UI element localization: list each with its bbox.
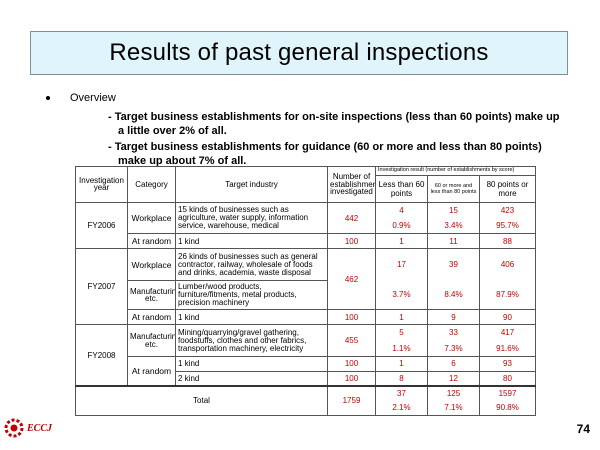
fy2006-year: FY2006	[75, 201, 128, 250]
fy2008-mf-mid: 33	[427, 324, 480, 341]
total-lt60-pct: 2.1%	[375, 400, 428, 416]
fy2006-workplace-desc: 15 kinds of businesses such as agricultu…	[175, 201, 328, 235]
fy2008-mf-mid-pct: 7.3%	[427, 340, 480, 357]
fy2006-workplace: Workplace	[127, 201, 176, 235]
total-mid-pct: 7.1%	[427, 400, 480, 416]
fy2006-random-count: 100	[327, 233, 376, 250]
point-onsite-line2: a little over 2% of all.	[118, 125, 227, 137]
fy2006-wp-lt60-pct: 0.9%	[375, 218, 428, 235]
fy2008-random1-desc: 1 kind	[175, 355, 328, 372]
eccj-logo: ECCJ	[4, 418, 52, 438]
fy2007-random-desc: 1 kind	[175, 309, 328, 326]
total-label: Total	[75, 384, 328, 416]
fy2008-random2-desc: 2 kind	[175, 370, 328, 387]
fy2007-mid: 39	[427, 248, 480, 281]
point-guidance-line1: - Target business establishments for gui…	[108, 141, 542, 153]
fy2007-random-ge80: 90	[478, 309, 537, 326]
header-count: Number of establishments investigated	[327, 166, 376, 203]
fy2006-random-mid: 11	[427, 233, 480, 250]
point-onsite: - Target business establishments for on-…	[108, 110, 593, 138]
overview-bullet: Overview	[46, 92, 116, 104]
fy2006-wp-mid: 15	[427, 201, 480, 219]
fy2007-workplace: Workplace	[127, 248, 176, 281]
total-mid: 125	[427, 384, 480, 401]
fy2008-random1-count: 100	[327, 355, 376, 372]
fy2006-workplace-count: 442	[327, 201, 376, 235]
fy2008-random1-lt60: 1	[375, 355, 428, 372]
fy2007-random-lt60: 1	[375, 309, 428, 326]
fy2008-manufacturing-count: 455	[327, 324, 376, 357]
fy2006-random: At random	[127, 233, 176, 250]
fy2007-count: 462	[327, 248, 376, 311]
total-count: 1759	[327, 384, 376, 416]
fy2008-mf-lt60-pct: 1.1%	[375, 340, 428, 357]
fy2007-lt60: 17	[375, 248, 428, 281]
header-result: Investigation result (number of establis…	[374, 165, 537, 177]
fy2007-random-mid: 9	[427, 309, 480, 326]
fy2007-random-count: 100	[327, 309, 376, 326]
fy2007-mid-pct: 8.4%	[427, 280, 480, 311]
fy2006-wp-mid-pct: 3.4%	[427, 218, 480, 235]
bullet-dot-icon	[46, 96, 50, 101]
fy2007-manufacturing: Manufacturing, etc.	[127, 279, 176, 311]
fy2007-random: At random	[127, 309, 176, 326]
header-category: Category	[127, 166, 176, 203]
fy2006-wp-ge80-pct: 95.7%	[478, 218, 537, 235]
logo-text: ECCJ	[27, 422, 53, 434]
header-year: Investigation year	[75, 166, 128, 203]
fy2007-ge80-pct: 87.9%	[478, 280, 537, 311]
page-number: 74	[576, 422, 590, 436]
fy2006-wp-ge80: 423	[478, 201, 537, 219]
total-ge80: 1597	[478, 384, 537, 401]
fy2008-manufacturing-desc: Mining/quarrying/gravel gathering, foods…	[175, 324, 328, 357]
point-onsite-line1: - Target business establishments for on-…	[108, 111, 560, 123]
fy2008-random2-ge80: 80	[478, 370, 537, 387]
fy2006-random-lt60: 1	[375, 233, 428, 250]
point-guidance: - Target business establishments for gui…	[108, 140, 593, 168]
fy2008-random1-ge80: 93	[478, 355, 537, 372]
fy2006-random-desc: 1 kind	[175, 233, 328, 250]
total-ge80-pct: 90.8%	[478, 400, 537, 416]
title-box: Results of past general inspections	[30, 31, 568, 75]
fy2007-ge80: 406	[478, 248, 537, 281]
slide-title: Results of past general inspections	[109, 39, 489, 66]
fy2008-mf-ge80-pct: 91.6%	[478, 340, 537, 357]
overview-label: Overview	[70, 92, 116, 104]
fy2007-manufacturing-desc: Lumber/wood products, furniture/fitments…	[175, 279, 328, 311]
point-guidance-line2: make up about 7% of all.	[118, 155, 247, 167]
header-industry: Target industry	[175, 166, 328, 203]
fy2007-lt60-pct: 3.7%	[375, 280, 428, 311]
fy2006-wp-lt60: 4	[375, 201, 428, 219]
fy2008-year: FY2008	[75, 324, 128, 387]
inspection-results-table: Investigation year Category Target indus…	[75, 165, 537, 416]
eccj-emblem-icon	[4, 418, 24, 438]
fy2008-random: At random	[127, 355, 176, 387]
fy2007-workplace-desc: 26 kinds of businesses such as general c…	[175, 248, 328, 281]
fy2007-year: FY2007	[75, 248, 128, 326]
fy2008-random1-mid: 6	[427, 355, 480, 372]
header-lt60: Less than 60 points	[375, 175, 428, 203]
fy2008-manufacturing: Manufacturing, etc.	[127, 324, 176, 357]
fy2008-random2-lt60: 8	[375, 370, 428, 387]
fy2006-random-ge80: 88	[478, 233, 537, 250]
total-lt60: 37	[375, 384, 428, 401]
fy2008-mf-ge80: 417	[478, 324, 537, 341]
fy2008-mf-lt60: 5	[375, 324, 428, 341]
header-ge80: 80 points or more	[478, 175, 537, 203]
header-mid: 60 or more and less than 80 points	[427, 175, 480, 203]
fy2008-random2-count: 100	[327, 370, 376, 387]
fy2008-random2-mid: 12	[427, 370, 480, 387]
